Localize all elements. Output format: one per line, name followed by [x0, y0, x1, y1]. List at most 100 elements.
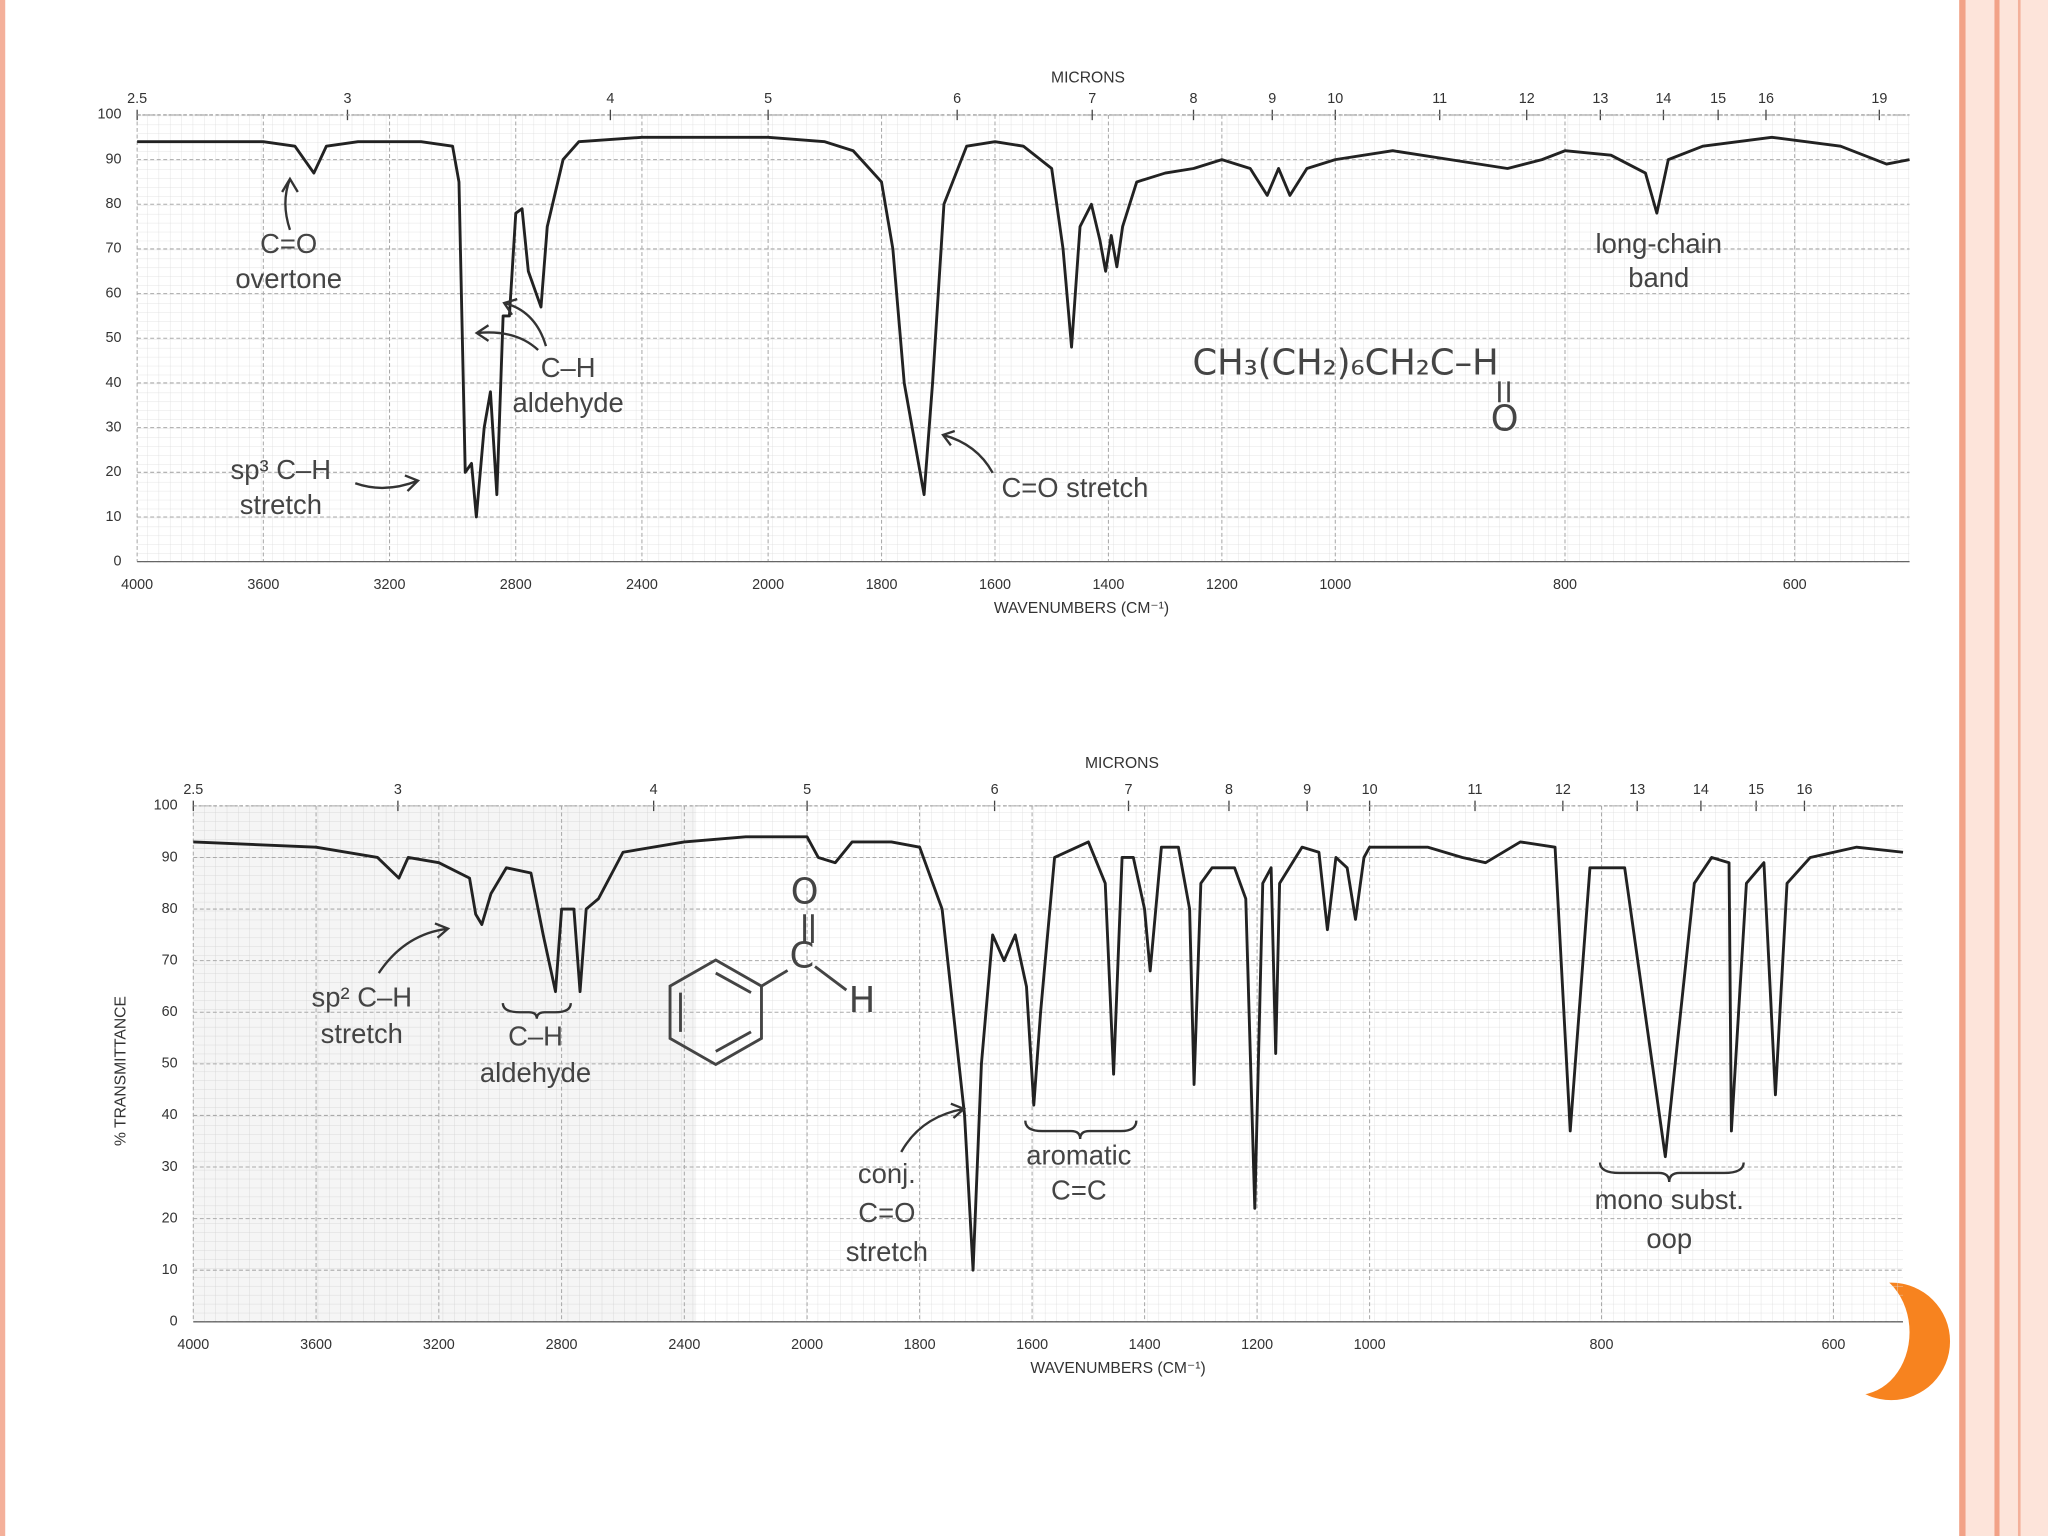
brace	[1598, 1162, 1745, 1183]
x2-tick-label: 11	[1432, 91, 1447, 107]
arrow	[474, 297, 548, 351]
x-tick-label: 800	[1553, 577, 1577, 593]
y-tick-label: 60	[162, 1004, 178, 1020]
y-tick-label: 90	[105, 151, 121, 167]
annotation: aromatic	[1026, 1139, 1131, 1170]
arrow	[281, 176, 299, 231]
x-tick-label: 2400	[626, 577, 658, 593]
annotation: sp³ C–H	[231, 454, 332, 485]
x-tick-label: 2400	[668, 1337, 700, 1353]
x-tick-label: 1000	[1319, 577, 1351, 593]
annotation: mono subst.	[1595, 1184, 1744, 1215]
arrow	[377, 922, 451, 974]
x2-tick-label: 9	[1268, 91, 1276, 107]
x2-tick-label: 4	[606, 91, 614, 107]
brace	[1024, 1120, 1138, 1140]
annotation: overtone	[235, 263, 342, 294]
x2-tick-label: 3	[343, 91, 351, 107]
x-tick-label: 1200	[1241, 1337, 1273, 1353]
y-tick-label: 60	[105, 285, 121, 301]
x2-tick-label: 10	[1327, 91, 1343, 107]
x-tick-label: 3600	[300, 1337, 332, 1353]
annotation: oop	[1646, 1223, 1692, 1254]
benzaldehyde: O C H	[668, 871, 875, 1067]
x2-tick-label: 15	[1710, 91, 1726, 107]
x-tick-label: 3200	[423, 1337, 455, 1353]
x-tick-label: 1800	[904, 1337, 936, 1353]
spectrum-line	[193, 835, 1904, 1272]
y-tick-label: 10	[105, 509, 121, 525]
x-tick-label: 1000	[1354, 1337, 1386, 1353]
x2-tick-label: 11	[1468, 782, 1483, 798]
y-label: % TRANSMITTANCE	[113, 996, 130, 1146]
annotation: sp² C–H	[312, 981, 413, 1012]
formula: CH₃(CH₂)₆CH₂C–H	[1192, 342, 1498, 383]
annotation: C–H	[541, 352, 596, 383]
x2-tick-label: 13	[1629, 782, 1645, 798]
x-tick-label: 1600	[1016, 1337, 1048, 1353]
x2-tick-label: 14	[1655, 91, 1671, 107]
annotation: conj.	[858, 1158, 916, 1189]
annotation: aldehyde	[513, 387, 624, 418]
y-tick-label: 30	[105, 419, 121, 435]
x2-tick-label: 12	[1555, 782, 1571, 798]
atom: O	[791, 871, 819, 912]
x2-tick-label: 9	[1303, 782, 1311, 798]
x-tick-label: 2800	[546, 1337, 578, 1353]
x2-tick-label: 13	[1592, 91, 1608, 107]
annotation: aldehyde	[480, 1057, 591, 1088]
y-tick-label: 0	[170, 1314, 178, 1330]
right-border	[1959, 0, 1966, 1536]
y-tick-label: 10	[162, 1262, 178, 1278]
x2-label: MICRONS	[1085, 755, 1159, 772]
annotation: band	[1628, 262, 1689, 293]
x-tick-label: 1400	[1129, 1337, 1161, 1353]
x2-tick-label: 2.5	[127, 91, 147, 107]
x-tick-label: 3200	[374, 577, 406, 593]
y-tick-label: 50	[162, 1056, 178, 1072]
x-tick-label: 2000	[752, 577, 784, 593]
x2-tick-label: 5	[764, 91, 772, 107]
formula-atom: O	[1491, 399, 1519, 440]
x-tick-label: 600	[1783, 577, 1807, 593]
y-tick-label: 100	[154, 798, 178, 814]
right-border	[2017, 0, 2021, 1536]
x2-tick-label: 14	[1693, 782, 1709, 798]
y-tick-label: 40	[162, 1107, 178, 1123]
atom: C	[790, 935, 815, 976]
y-tick-label: 100	[98, 107, 122, 123]
y-tick-label: 80	[105, 196, 121, 212]
x2-tick-label: 6	[991, 782, 999, 798]
x-tick-label: 4000	[121, 577, 153, 593]
annotation: C=O	[858, 1197, 915, 1228]
annotation: C=C	[1051, 1175, 1107, 1206]
right-border	[1965, 0, 1995, 1536]
x2-tick-label: 15	[1748, 782, 1764, 798]
x2-tick-label: 12	[1519, 91, 1535, 107]
arrow	[354, 474, 421, 492]
y-tick-label: 50	[105, 330, 121, 346]
annotation: stretch	[846, 1236, 928, 1267]
x-tick-label: 4000	[177, 1337, 209, 1353]
bonds	[679, 914, 848, 1053]
left-border	[0, 0, 6, 1536]
x2-tick-label: 8	[1189, 91, 1197, 107]
y-tick-label: 20	[162, 1210, 178, 1226]
x2-label: MICRONS	[1051, 70, 1125, 87]
annotation: C=O stretch	[1001, 472, 1148, 503]
arrow	[941, 429, 994, 474]
y-tick-label: 30	[162, 1159, 178, 1175]
x-tick-label: 2000	[791, 1337, 823, 1353]
y-tick-label: 70	[162, 952, 178, 968]
annotation: C=O	[260, 228, 317, 259]
right-border	[1994, 0, 2000, 1536]
x2-tick-label: 5	[803, 782, 811, 798]
y-tick-label: 90	[162, 849, 178, 865]
x-label: WAVENUMBERS (CM⁻¹)	[1030, 1360, 1205, 1377]
x2-tick-label: 7	[1125, 782, 1133, 798]
x-tick-label: 800	[1590, 1337, 1614, 1353]
arrow	[900, 1102, 967, 1153]
spectrum-line	[137, 135, 1910, 519]
x-tick-label: 3600	[247, 577, 279, 593]
